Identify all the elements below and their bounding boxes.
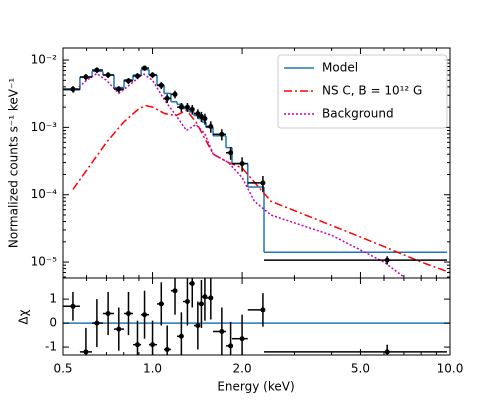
data-point — [70, 86, 76, 92]
data-point — [83, 74, 89, 80]
data-point — [228, 150, 234, 156]
y-tick-label: 10⁻³ — [31, 120, 58, 134]
y-tick-label: 0 — [49, 316, 57, 330]
data-point — [134, 342, 140, 348]
data-point — [260, 307, 266, 313]
legend — [277, 54, 448, 129]
data-point — [116, 86, 122, 92]
y-tick-label: -1 — [45, 340, 57, 354]
data-point — [198, 301, 204, 307]
plot-area — [63, 65, 450, 278]
y-tick-label: 10⁻² — [31, 53, 58, 67]
data-point — [150, 342, 156, 348]
x-tick-label: 2.0 — [233, 362, 252, 376]
x-axis-label: Energy (keV) — [217, 380, 294, 394]
data-point — [158, 82, 164, 88]
data-point — [384, 257, 390, 263]
x-tick-label: 5.0 — [351, 362, 370, 376]
legend-label: NS C, B = 10¹² G — [322, 84, 422, 98]
data-point — [178, 333, 184, 339]
data-point — [125, 78, 131, 84]
data-point — [189, 106, 195, 112]
plot-area — [63, 278, 450, 355]
data-point — [164, 346, 170, 352]
model-curve — [72, 104, 450, 274]
x-tick-label: 1.0 — [143, 362, 162, 376]
data-point — [219, 328, 225, 334]
data-point — [219, 131, 225, 137]
data-point — [158, 301, 164, 307]
data-point — [94, 320, 100, 326]
legend-label: Model — [322, 61, 358, 75]
data-point — [384, 349, 390, 355]
data-point — [228, 343, 234, 349]
data-point — [172, 288, 178, 294]
data-point — [105, 311, 111, 317]
data-point — [172, 91, 178, 97]
data-point — [142, 312, 148, 318]
data-point — [150, 72, 156, 78]
y-tick-label: 1 — [49, 292, 57, 306]
residual-axis-label: Δχ — [17, 309, 31, 324]
data-point — [116, 326, 122, 332]
data-point — [195, 322, 201, 328]
data-point — [195, 111, 201, 117]
x-tick-label: 0.5 — [53, 362, 72, 376]
data-point — [164, 95, 170, 101]
data-point — [125, 311, 131, 317]
model-curve — [72, 72, 405, 278]
data-point — [260, 180, 266, 186]
data-point — [142, 65, 148, 71]
axes-frame — [62, 277, 451, 356]
data-point — [189, 281, 195, 287]
y-tick-label: 10⁻⁵ — [31, 255, 58, 269]
legend-label: Background — [322, 107, 394, 121]
data-point — [208, 124, 214, 130]
data-point — [184, 104, 190, 110]
data-point — [202, 116, 208, 122]
data-point — [178, 104, 184, 110]
data-point — [239, 161, 245, 167]
data-point — [134, 73, 140, 79]
data-point — [105, 72, 111, 78]
data-point — [94, 67, 100, 73]
data-point — [208, 295, 214, 301]
data-point — [83, 349, 89, 355]
y-axis-label: Normalized counts s⁻¹ keV⁻¹ — [7, 78, 21, 248]
data-point — [239, 336, 245, 342]
data-point — [70, 303, 76, 309]
y-tick-label: 10⁻⁴ — [31, 187, 58, 201]
data-point — [184, 299, 190, 305]
x-tick-label: 10.0 — [437, 362, 464, 376]
